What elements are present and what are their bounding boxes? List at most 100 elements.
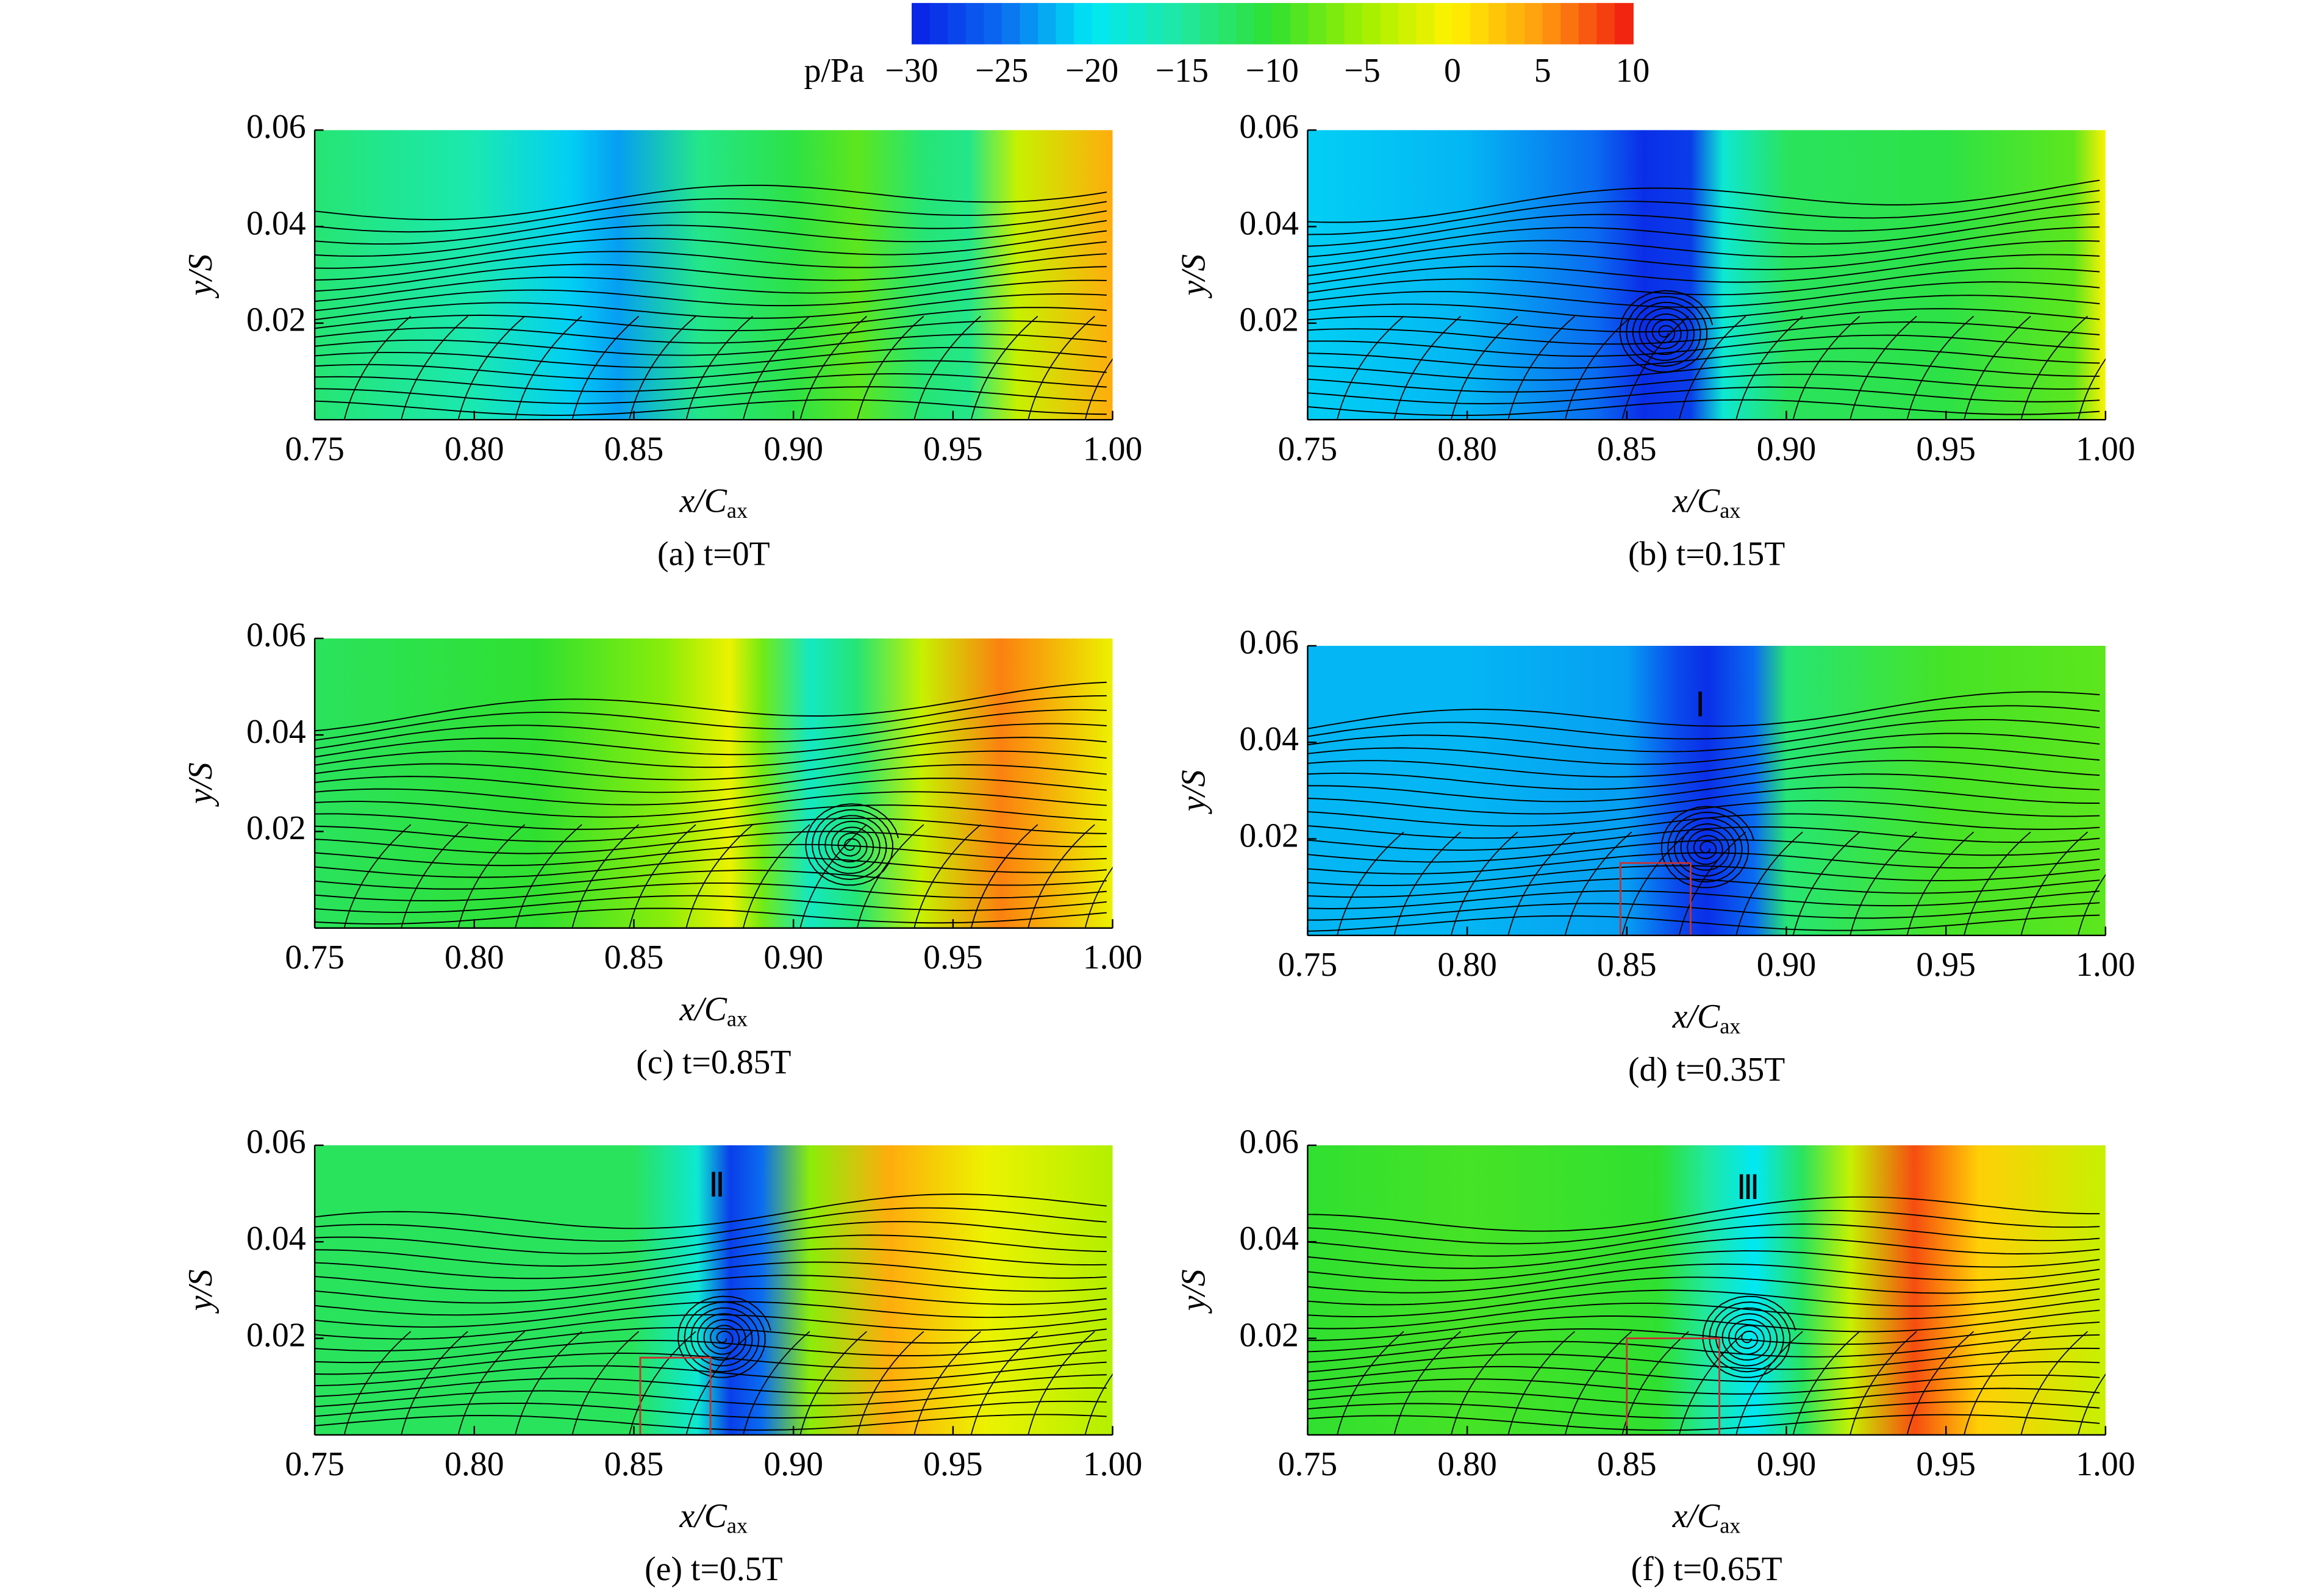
streamline [315,373,1107,392]
streamline [315,843,1107,867]
streamline [315,1248,1107,1279]
streamline [1307,348,2100,369]
colorbar-band [948,2,967,45]
y-tick-label: 0.02 [1239,301,1299,339]
y-tick-label: 0.04 [246,204,306,242]
x-tick-label: 0.75 [285,939,345,976]
colorbar-band [1380,2,1399,45]
vortex [1660,806,1755,889]
colorbar-band [1614,2,1634,45]
pressure-field [1307,1145,1468,1435]
pressure-field [857,638,922,928]
streamline [1906,315,1974,420]
colorbar-band [1308,2,1328,45]
y-tick-label: 0.06 [1239,624,1299,662]
y-tick-label: 0.04 [246,1220,306,1258]
caption: (e) t=0.5T [645,1550,782,1588]
colorbar: −30 −25 −20 −15 −10 −5 0 5 10 p/Pa [804,2,1650,90]
streamline [315,1261,1107,1292]
streamline [315,1221,1107,1254]
x-axis-label-main: x/C [1672,998,1720,1036]
streamline [315,220,1107,257]
x-tick-label: 0.80 [445,939,504,976]
streamline [1084,358,1113,420]
streamline [1735,315,1803,420]
highlight-box [1626,1337,1721,1435]
streamline [343,824,412,928]
colorbar-band [1254,2,1273,45]
colorbar-band [1182,2,1201,45]
y-axis-label: y/S [1174,254,1212,299]
streamline [1307,1374,2100,1395]
streamline [315,1314,1107,1340]
streamline [401,315,468,420]
annotation: Ⅱ [709,1167,725,1204]
streamline [1337,1331,1404,1435]
streamline [1307,386,2100,404]
colorbar-band [1290,2,1309,45]
panel: 0.75 0.80 0.85 0.90 0.95 1.00 0.02 0.04 0.06 x/Ca… [182,108,1142,573]
streamline [685,315,753,420]
streamline [1307,1223,2100,1257]
pressure-field [1754,1145,1803,1435]
x-axis-label: x/Cax [1672,998,1741,1039]
x-axis-label: x/Cax [679,1497,748,1538]
x-tick-label: 0.75 [1278,430,1338,468]
colorbar-tick-label: 10 [1616,52,1650,90]
pressure-field [1467,130,1596,420]
streamline [401,1331,468,1435]
streamline [1307,1361,2100,1383]
pressure-field [1706,645,1756,936]
streamline [315,346,1107,368]
streamline [1507,1331,1575,1435]
streamline [1027,824,1095,928]
streamline [315,184,1107,221]
colorbar-band [1344,2,1363,45]
streamline [1084,1373,1113,1435]
streamline [343,1331,412,1435]
y-tick-label: 0.04 [1239,1220,1299,1258]
streamline [1307,865,2100,886]
streamline [315,1234,1107,1267]
colorbar-band [1560,2,1580,45]
panel: Ⅱ 0.75 0.80 0.85 0.90 0.95 1.00 0.02 0.04 0.06 x/C… [182,1123,1142,1588]
streamline [1307,732,2100,765]
streamline [799,1331,867,1435]
streamline [315,198,1107,233]
highlight-box [639,1356,712,1435]
streamline [1307,719,2100,753]
streamline [799,315,867,420]
x-axis-label-sub: ax [1720,498,1740,523]
vortex [805,803,899,886]
streamline [315,293,1107,321]
colorbar-band [1218,2,1237,45]
streamline [1307,1263,2100,1294]
y-tick-label: 0.06 [246,617,306,654]
streamline [1307,226,2100,268]
streamline [1307,1347,2100,1373]
colorbar-tick-label: −5 [1344,52,1380,90]
streamline [315,210,1107,245]
x-tick-label: 0.80 [1437,430,1497,468]
y-axis-label: y/S [182,762,220,807]
streamline [1792,831,1860,936]
x-axis-label-sub: ax [727,1514,748,1538]
streamline [343,315,412,420]
colorbar-band [1074,2,1093,45]
streamline [742,315,810,420]
streamline [1678,1331,1746,1435]
streamline [515,1331,582,1435]
colorbar-band [1272,2,1292,45]
streamline [1564,315,1632,420]
x-tick-label: 1.00 [2076,946,2135,984]
streamline [2020,831,2089,936]
pressure-field [793,130,859,420]
vortex [1619,290,1714,373]
streamline [1307,179,2100,223]
streamline [1393,1331,1461,1435]
pressure-field [634,1145,699,1435]
y-tick-label: 0.02 [1239,1316,1299,1354]
pressure-field [1467,645,1628,936]
pressure-field [1307,645,1468,936]
colorbar-tick-label: −20 [1065,52,1118,90]
